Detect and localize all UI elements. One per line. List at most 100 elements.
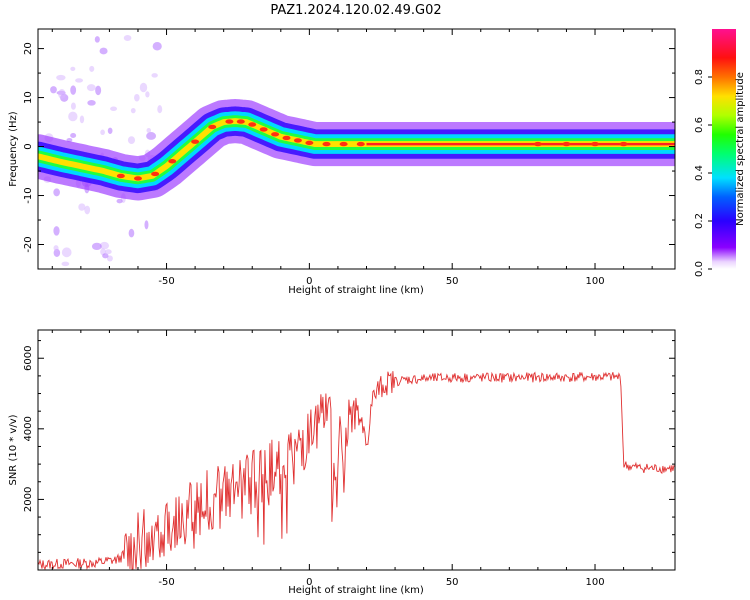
- spectrogram-hot-spot: [133, 176, 142, 181]
- spectrogram-hot-spot: [293, 138, 302, 143]
- spectrogram-hot-spot: [225, 119, 234, 124]
- spectrogram-panel: -50 0 50 100 -20 -10 0 10 20 Height of straight…: [8, 28, 676, 296]
- colorbar: 0.0 0.2 0.4 0.6 0.8 Normalized spectral ampl…: [694, 29, 746, 277]
- spectrogram-noise-blob: [104, 249, 112, 255]
- spectrogram-noise-blob: [95, 85, 102, 96]
- spectrogram-noise-blob: [157, 105, 163, 114]
- spectrogram-hot-spot: [562, 141, 571, 147]
- spectrogram-noise-blob: [70, 66, 76, 71]
- spectrogram-hot-spot: [533, 141, 542, 147]
- y-tick-label: 0: [23, 143, 34, 149]
- snr-y-label: SNR (10 * v/v): [8, 414, 19, 485]
- spectrogram-hot-spot: [305, 140, 314, 146]
- spectrogram-noise-blob: [75, 78, 84, 83]
- spectrogram-noise-blob: [152, 41, 162, 51]
- spectrogram-hot-spot: [356, 141, 365, 147]
- spectrogram-noise-blob: [127, 136, 136, 144]
- spectrogram-noise-blob: [56, 74, 66, 81]
- chart-title: PAZ1.2024.120.02.49.G02: [270, 3, 441, 18]
- spectrogram-noise-blob: [68, 111, 78, 122]
- spectrogram-noise-blob: [89, 65, 95, 72]
- spectrogram-noise-blob: [53, 248, 61, 257]
- spectrogram-noise-blob: [70, 85, 77, 95]
- spectrogram-noise-blob: [102, 253, 109, 259]
- spectrogram-noise-blob: [116, 198, 123, 204]
- spectrogram-noise-blob: [100, 129, 105, 135]
- spectrogram-x-label: Height of straight line (km): [288, 285, 424, 296]
- spectrogram-noise-blob: [61, 261, 70, 267]
- spectrogram-noise-blob: [123, 35, 132, 42]
- spectrogram-heatmap: [38, 35, 675, 267]
- spectrogram-hot-spot: [282, 135, 291, 141]
- spectrogram-noise-blob: [139, 82, 148, 93]
- spectrogram-hot-spot: [248, 122, 257, 127]
- spectrogram-noise-blob: [79, 115, 85, 124]
- x-tick-label: 0: [306, 276, 312, 287]
- spectrogram-x-ticks: -50 0 50 100: [51, 29, 653, 287]
- y-tick-label: -10: [23, 187, 34, 203]
- spectrogram-noise-blob: [128, 228, 135, 238]
- spectrogram-noise-blob: [146, 127, 151, 133]
- snr-frame: [37, 329, 676, 571]
- spectrogram-noise-blob: [70, 102, 76, 110]
- spectrogram-hot-spot: [271, 132, 280, 137]
- spectrogram-noise-blob: [53, 245, 59, 251]
- x-tick-label: 100: [585, 276, 604, 287]
- spectrogram-noise-blob: [53, 226, 60, 236]
- spectrogram-hot-spot: [116, 173, 125, 179]
- spectrogram-noise-blob: [70, 133, 77, 138]
- spectrogram-hot-spot: [168, 159, 177, 164]
- spectrogram-noise-blob: [53, 188, 60, 197]
- colorbar-tick-label: 0.0: [694, 261, 705, 277]
- spectrogram-hot-spot: [208, 124, 217, 130]
- spectrogram-hot-spot: [236, 119, 245, 124]
- spectrogram-noise-blob: [94, 36, 100, 43]
- x-tick-label: 100: [585, 577, 604, 588]
- colorbar-label: Normalized spectral amplitude: [735, 72, 746, 226]
- spectrogram-noise-blob: [145, 91, 150, 98]
- y-tick-label: 20: [23, 42, 34, 55]
- colorbar-tick-label: 0.8: [694, 69, 705, 85]
- y-tick-label: -20: [23, 236, 34, 252]
- colorbar-tick-label: 0.4: [694, 165, 705, 181]
- spectrogram-y-ticks: -20 -10 0 10 20: [23, 42, 675, 270]
- x-tick-label: 0: [306, 577, 312, 588]
- snr-x-label: Height of straight line (km): [288, 585, 424, 596]
- spectrogram-noise-blob: [99, 241, 110, 250]
- spectrogram-noise-blob: [61, 247, 72, 258]
- spectrogram-hot-spot: [591, 141, 600, 147]
- spectrogram-noise-blob: [134, 93, 140, 102]
- snr-panel: -50 0 50 100 2000 4000 6000 Height of straigh…: [8, 329, 676, 596]
- snr-series-line: [37, 371, 676, 571]
- colorbar-gradient: [712, 29, 736, 269]
- spectrogram-noise-blob: [86, 84, 96, 92]
- colorbar-tick-label: 0.6: [694, 117, 705, 133]
- spectrogram-noise-blob: [58, 89, 66, 99]
- spectrogram-noise-blob: [78, 203, 86, 211]
- x-tick-label: -50: [158, 276, 174, 287]
- snr-plot-area: [38, 330, 675, 570]
- colorbar-tick-label: 0.2: [694, 213, 705, 229]
- spectrogram-noise-blob: [106, 255, 113, 262]
- y-tick-label: 10: [23, 91, 34, 104]
- y-tick-label: 6000: [23, 346, 34, 371]
- spectrogram-noise-blob: [151, 73, 158, 78]
- spectrogram-noise-blob: [107, 127, 113, 134]
- spectrogram-noise-blob: [87, 100, 96, 106]
- spectrogram-hot-spot: [339, 141, 348, 147]
- spectrogram-noise-blob: [84, 205, 91, 215]
- spectrogram-hot-spot: [191, 139, 200, 144]
- spectrogram-hot-spot: [619, 141, 628, 147]
- spectrogram-y-label: Frequency (Hz): [8, 111, 19, 187]
- spectrogram-frame: [37, 28, 676, 270]
- x-tick-label: 50: [446, 276, 459, 287]
- spectrogram-noise-blob: [146, 132, 157, 140]
- spectrogram-noise-blob: [50, 86, 57, 94]
- spectrogram-hot-spot: [151, 171, 160, 177]
- y-tick-label: 4000: [23, 416, 34, 441]
- spectrogram-hot-spot: [259, 127, 268, 132]
- x-tick-label: 50: [446, 577, 459, 588]
- snr-x-ticks: -50 0 50 100: [51, 330, 653, 588]
- y-tick-label: 2000: [23, 487, 34, 512]
